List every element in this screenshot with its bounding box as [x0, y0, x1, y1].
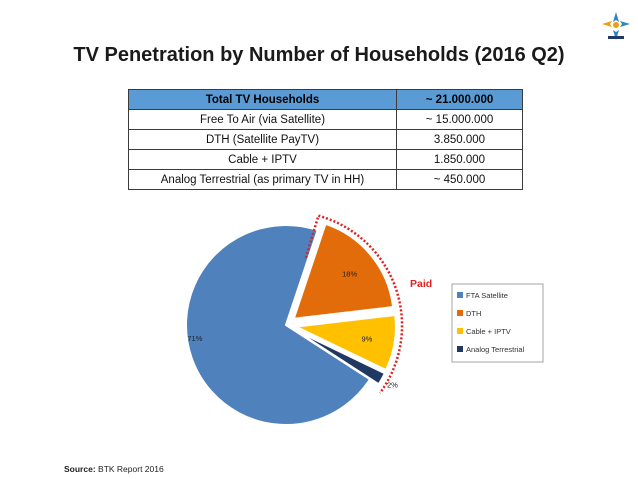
paid-bracket-arc — [304, 214, 404, 394]
legend-entry: DTH — [466, 309, 481, 318]
table-cell: Analog Terrestrial (as primary TV in HH) — [128, 169, 397, 190]
slice-label: 18% — [342, 269, 357, 278]
legend-entry: FTA Satellite — [466, 291, 508, 300]
legend-entry: Analog Terrestrial — [466, 345, 525, 354]
legend-swatch — [457, 346, 463, 352]
table-cell: ~ 15.000.000 — [396, 109, 523, 130]
legend-swatch — [457, 310, 463, 316]
slice-label: 9% — [361, 335, 372, 344]
table-row: Cable + IPTV 1.850.000 — [128, 149, 523, 170]
source-note: Source: BTK Report 2016 — [64, 464, 164, 474]
pie-slice-dth — [292, 222, 395, 320]
page-title: TV Penetration by Number of Households (… — [73, 44, 565, 66]
source-label: Source: — [64, 464, 96, 474]
households-table: Total TV Households ~ 21.000.000 Free To… — [128, 89, 523, 190]
slice-label: 71% — [187, 334, 202, 343]
pie-slice-cable-iptv — [292, 313, 397, 372]
chart-legend: FTA Satellite DTH Cable + IPTV Analog Terre… — [451, 283, 544, 363]
legend-swatch — [457, 328, 463, 334]
table-cell: 3.850.000 — [396, 129, 523, 150]
legend-entry: Cable + IPTV — [466, 327, 511, 336]
legend-box — [451, 283, 544, 363]
paid-annotation: Paid — [410, 278, 432, 290]
legend-swatch — [457, 292, 463, 298]
slice-label: 2% — [387, 381, 398, 390]
compass-logo-icon — [602, 12, 630, 40]
pie-slice-analog-terrestrial — [294, 328, 387, 386]
source-text: BTK Report 2016 — [98, 464, 164, 474]
pie-slice-fta-satellite — [185, 224, 372, 426]
table-row: Analog Terrestrial (as primary TV in HH)… — [128, 169, 523, 190]
table-row: Free To Air (via Satellite) ~ 15.000.000 — [128, 109, 523, 130]
table-cell: ~ 450.000 — [396, 169, 523, 190]
